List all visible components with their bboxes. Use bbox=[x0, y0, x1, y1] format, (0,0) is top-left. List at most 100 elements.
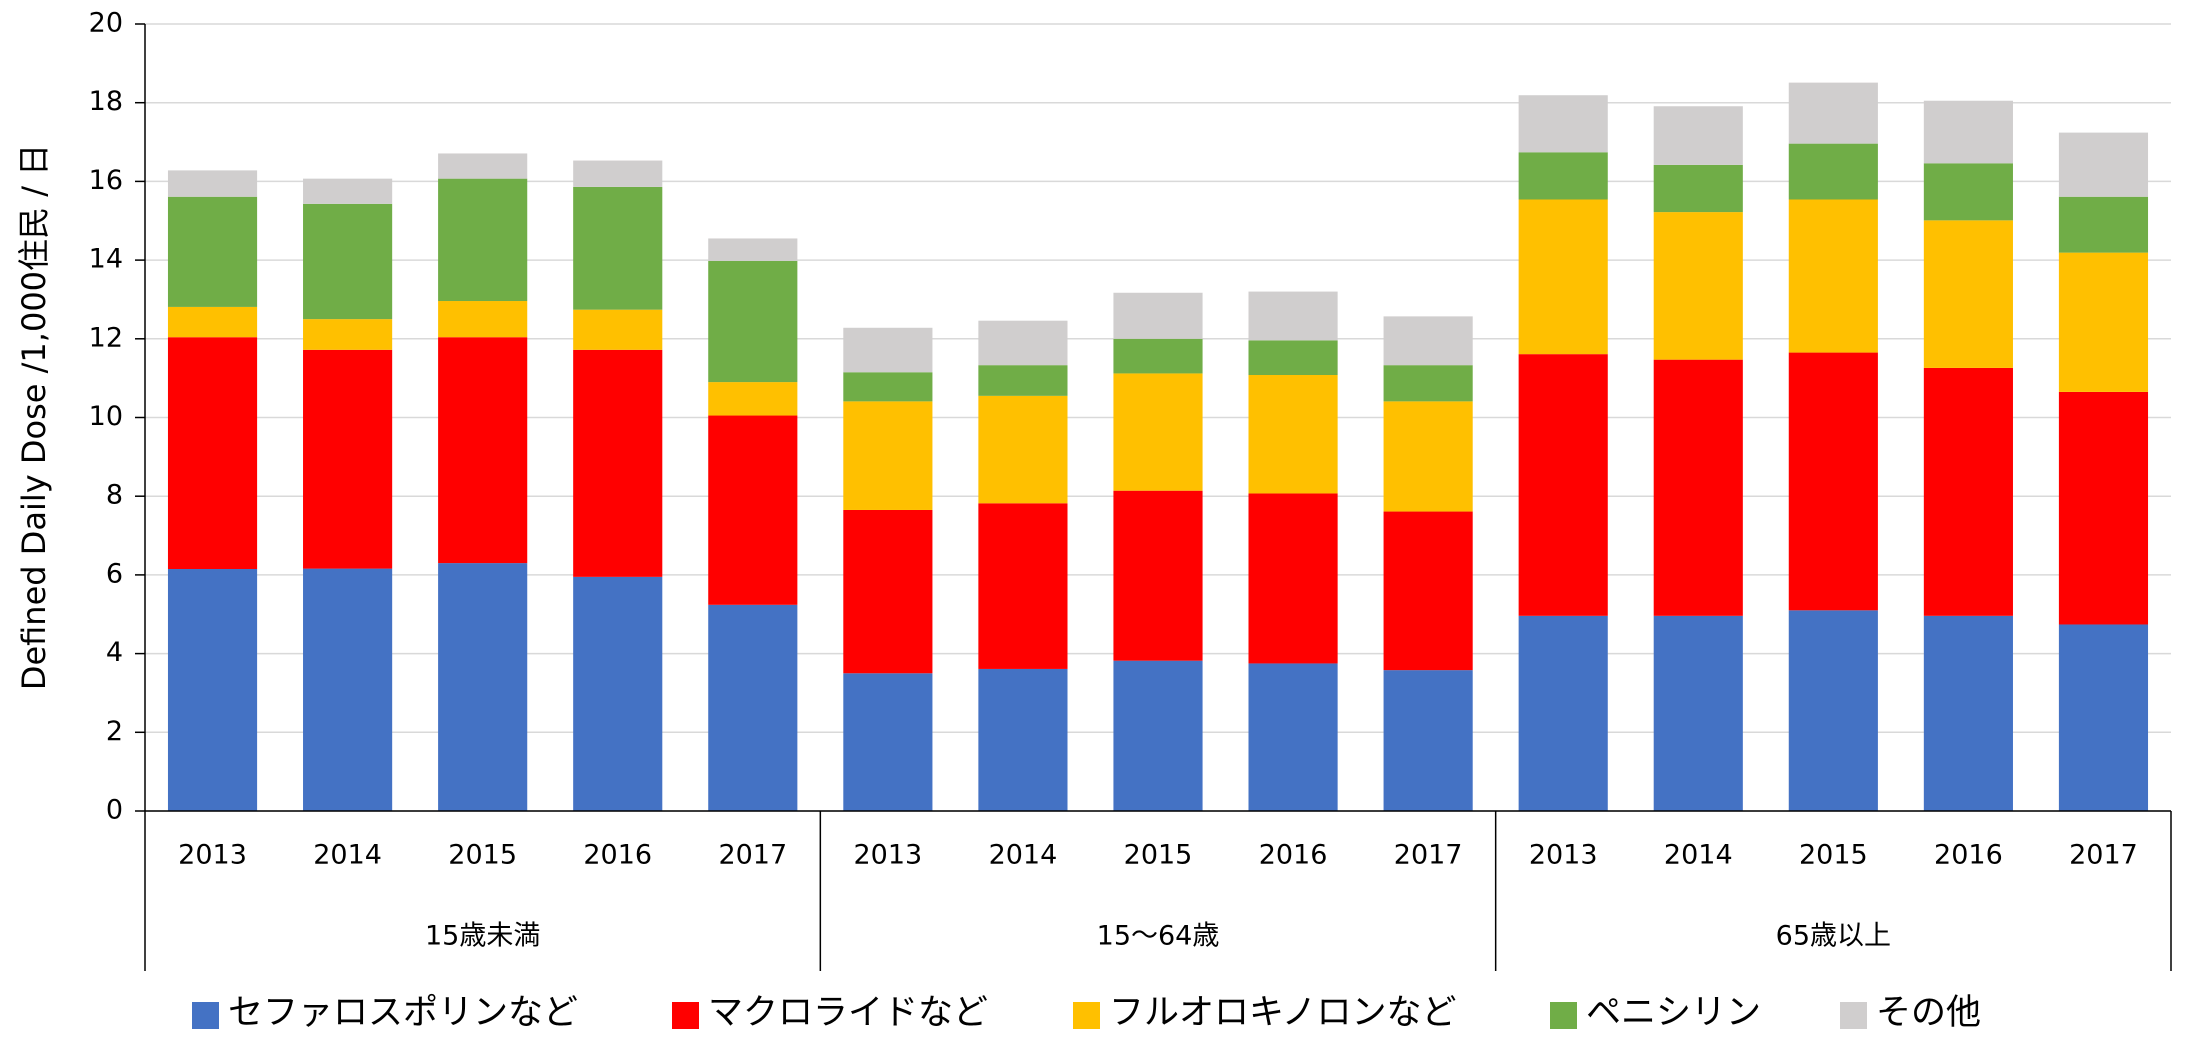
bar-segment bbox=[1923, 367, 2013, 616]
legend-label: ペニシリン bbox=[1586, 993, 1761, 1033]
y-tick-label: 14 bbox=[89, 244, 123, 275]
bar-segment bbox=[573, 160, 663, 187]
bar-segment bbox=[1383, 401, 1473, 512]
x-tick-label: 2016 bbox=[583, 840, 652, 871]
bar-segment bbox=[2058, 132, 2149, 197]
y-tick-label: 8 bbox=[106, 480, 123, 511]
bar-segment bbox=[1653, 615, 1743, 811]
bar-segment bbox=[843, 401, 933, 510]
bar-segment bbox=[2058, 391, 2149, 625]
y-tick-label: 10 bbox=[89, 401, 123, 432]
bar-segment bbox=[978, 668, 1068, 811]
bar-segment bbox=[1383, 365, 1473, 402]
x-tick-label: 2014 bbox=[313, 840, 382, 871]
bar-segment bbox=[1788, 610, 1878, 811]
bar-segment bbox=[1653, 212, 1743, 360]
bar-segment bbox=[978, 320, 1068, 366]
bar-segment bbox=[1653, 106, 1743, 165]
bar-segment bbox=[1383, 670, 1473, 811]
legend-label: マクロライドなど bbox=[708, 993, 988, 1033]
bar-segment bbox=[2058, 624, 2149, 811]
bar-segment bbox=[1113, 292, 1203, 339]
bar-segment bbox=[843, 509, 933, 674]
bar-segment bbox=[1518, 354, 1608, 616]
bar-segment bbox=[843, 673, 933, 811]
x-tick-label: 2017 bbox=[2069, 840, 2138, 871]
legend-swatch bbox=[1073, 1002, 1100, 1029]
y-tick-label: 4 bbox=[106, 637, 123, 668]
bar-segment bbox=[2058, 196, 2149, 253]
x-tick-label: 2015 bbox=[1799, 840, 1868, 871]
legend-label: フルオロキノロンなど bbox=[1109, 993, 1457, 1033]
bar-segment bbox=[303, 319, 393, 350]
bar-segment bbox=[1923, 615, 2013, 811]
x-tick-label: 2013 bbox=[854, 840, 923, 871]
bar-segment bbox=[1383, 316, 1473, 366]
bar-segment bbox=[438, 337, 528, 564]
bar-segment bbox=[167, 337, 258, 569]
x-tick-label: 2017 bbox=[718, 840, 787, 871]
bar-segment bbox=[1788, 199, 1878, 353]
x-tick-label: 2013 bbox=[1529, 840, 1598, 871]
bar-segment bbox=[303, 203, 393, 320]
x-tick-label: 2017 bbox=[1394, 840, 1463, 871]
bar-segment bbox=[708, 415, 798, 605]
legend-swatch bbox=[672, 1002, 699, 1029]
group-label: 15～64歳 bbox=[1097, 921, 1220, 952]
legend-swatch bbox=[1840, 1002, 1867, 1029]
y-tick-label: 12 bbox=[89, 322, 123, 353]
bar-segment bbox=[438, 178, 528, 302]
bar-segment bbox=[167, 196, 258, 307]
legend-label: セファロスポリンなど bbox=[228, 993, 578, 1033]
x-tick-label: 2015 bbox=[448, 840, 517, 871]
bar-segment bbox=[1518, 615, 1608, 811]
x-tick-label: 2014 bbox=[989, 840, 1058, 871]
bar-segment bbox=[167, 306, 258, 338]
bar-segment bbox=[573, 349, 663, 577]
x-tick-label: 2014 bbox=[1664, 840, 1733, 871]
bar-segment bbox=[1518, 152, 1608, 200]
legend-label: その他 bbox=[1876, 993, 1981, 1033]
legend-swatch bbox=[1550, 1002, 1577, 1029]
bar-segment bbox=[708, 260, 798, 383]
y-axis-label: Defined Daily Dose /1,000住民 / 日 bbox=[15, 144, 53, 690]
y-tick-label: 20 bbox=[89, 8, 123, 39]
bar-segment bbox=[978, 365, 1068, 396]
bar-segment bbox=[1113, 660, 1203, 811]
bar-segment bbox=[1248, 291, 1338, 341]
bar-segment bbox=[843, 372, 933, 402]
bar-segment bbox=[573, 309, 663, 350]
bar-segment bbox=[1518, 199, 1608, 355]
bar-segment bbox=[303, 568, 393, 811]
bar-segment bbox=[1788, 82, 1878, 144]
x-tick-label: 2013 bbox=[178, 840, 247, 871]
bar-segment bbox=[1923, 100, 2013, 164]
bar-segment bbox=[1788, 352, 1878, 611]
bar-segment bbox=[1383, 511, 1473, 671]
y-tick-label: 16 bbox=[89, 165, 123, 196]
bar-segment bbox=[708, 382, 798, 416]
bar-segment bbox=[573, 186, 663, 310]
bar-segment bbox=[1248, 663, 1338, 811]
x-tick-label: 2016 bbox=[1934, 840, 2003, 871]
bar-segment bbox=[978, 395, 1068, 504]
bar-segment bbox=[1923, 163, 2013, 221]
x-tick-label: 2016 bbox=[1259, 840, 1328, 871]
bar-segment bbox=[1788, 143, 1878, 200]
bar-segment bbox=[303, 178, 393, 204]
group-label: 65歳以上 bbox=[1776, 921, 1891, 952]
bar-segment bbox=[167, 568, 258, 811]
bar-segment bbox=[978, 503, 1068, 669]
legend-swatch bbox=[192, 1002, 219, 1029]
bar-segment bbox=[1113, 373, 1203, 491]
bar-segment bbox=[438, 153, 528, 179]
bar-segment bbox=[1653, 164, 1743, 213]
bar-segment bbox=[303, 349, 393, 569]
bar-segment bbox=[2058, 252, 2149, 392]
bar-segment bbox=[438, 301, 528, 338]
bar-segment bbox=[438, 563, 528, 811]
group-label: 15歳未満 bbox=[425, 921, 540, 952]
y-tick-label: 18 bbox=[89, 86, 123, 117]
bar-segment bbox=[843, 327, 933, 373]
